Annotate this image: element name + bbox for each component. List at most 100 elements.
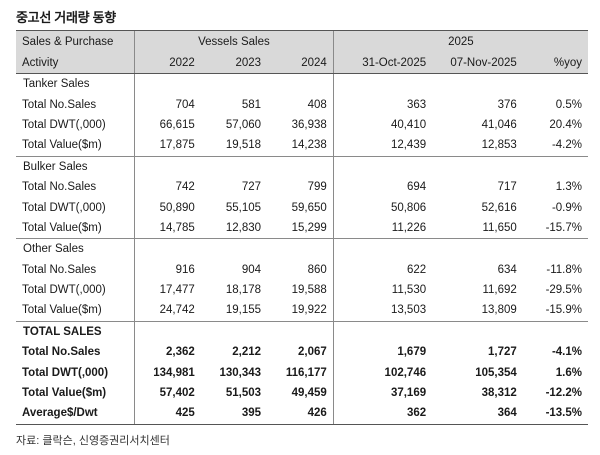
- value-cell: 395: [200, 403, 268, 425]
- value-cell: 17,875: [134, 135, 201, 157]
- value-cell: 24,742: [134, 300, 201, 322]
- value-cell: 19,922: [291, 304, 327, 317]
- value-cell: 38,312: [481, 387, 517, 400]
- value-cell: 581: [241, 98, 262, 111]
- row-label: Total Value($m): [22, 221, 102, 234]
- header-col-2023: 2023: [200, 52, 268, 74]
- value-cell: 57,402: [134, 382, 201, 404]
- row-label: Total No.Sales: [22, 98, 97, 111]
- value-cell: 19,518: [225, 139, 262, 152]
- value-cell: 408: [307, 98, 327, 111]
- value-cell: 1.6%: [555, 366, 582, 379]
- value-cell: 376: [497, 98, 517, 111]
- section-header-row: Bulker Sales: [16, 155, 588, 177]
- empty-cell: [332, 155, 433, 177]
- empty-cell: [522, 155, 588, 177]
- value-cell: 426: [267, 403, 334, 425]
- empty-cell: [332, 238, 433, 260]
- value-cell: 904: [241, 263, 262, 276]
- table-row: Total Value($m) 57,402 51,503 49,459 37,169 3…: [16, 382, 588, 404]
- value-cell: 36,938: [291, 118, 327, 131]
- header-col-07nov2025: 07-Nov-2025: [432, 52, 523, 74]
- table-body: Tanker Sales Total No.Sales 704 581 408 363 37…: [16, 73, 588, 425]
- table-row: Total No.Sales 916 904 860 622 634 -11.8%: [16, 259, 588, 280]
- value-cell: 1,679: [332, 342, 433, 363]
- value-cell: -0.9%: [551, 201, 582, 214]
- value-cell: 19,588: [291, 284, 327, 297]
- section-title: Tanker Sales: [23, 78, 90, 91]
- value-cell: 2,212: [232, 346, 262, 359]
- value-cell: -13.5%: [522, 403, 588, 425]
- header-col-2024: 2024: [267, 52, 334, 74]
- header-sales-purchase: Sales & Purchase: [16, 30, 135, 52]
- value-cell: 860: [307, 263, 327, 276]
- value-cell: 742: [134, 176, 201, 198]
- value-cell: 12,853: [481, 139, 517, 152]
- table-row: Total No.Sales 704 581 408 363 376 0.5%: [16, 94, 588, 115]
- value-cell: 14,238: [291, 139, 327, 152]
- header-row-1: Sales & Purchase Vessels Sales 2025: [16, 30, 588, 52]
- value-cell: 363: [332, 94, 433, 115]
- section-title: TOTAL SALES: [16, 320, 135, 343]
- header-year-2025: 2025: [332, 30, 588, 52]
- section-title: Other Sales: [16, 238, 135, 260]
- section-title: Bulker Sales: [16, 155, 135, 177]
- value-cell: 13,809: [481, 304, 517, 317]
- empty-cell: [332, 73, 433, 95]
- empty-cell: [134, 73, 201, 95]
- empty-cell: [522, 238, 588, 260]
- header-col-2022: 2022: [134, 52, 201, 74]
- value-cell: -15.9%: [545, 304, 582, 317]
- value-cell: 50,890: [134, 197, 201, 218]
- empty-cell: [134, 238, 201, 260]
- value-cell: -15.7%: [545, 221, 582, 234]
- empty-cell: [267, 238, 334, 260]
- table-row: Total Value($m) 24,742 19,155 19,922 13,503 1…: [16, 300, 588, 322]
- empty-cell: [201, 74, 267, 95]
- value-cell: 50,806: [332, 197, 433, 218]
- value-cell: 727: [241, 181, 262, 194]
- header-col-31oct2025: 31-Oct-2025: [332, 52, 433, 74]
- value-cell: 2,067: [298, 346, 327, 359]
- value-cell: 704: [134, 94, 201, 115]
- row-label: Total No.Sales: [22, 263, 97, 276]
- empty-cell: [134, 155, 201, 177]
- empty-cell: [332, 320, 433, 343]
- value-cell: 41,046: [481, 118, 517, 131]
- table-row: Total DWT(,000) 66,615 57,060 36,938 40,410 4…: [16, 114, 588, 136]
- value-cell: 14,785: [134, 217, 201, 239]
- value-cell: 37,169: [332, 382, 433, 404]
- empty-cell: [200, 155, 268, 177]
- value-cell: -4.1%: [551, 346, 582, 359]
- table-row: Total Value($m) 14,785 12,830 15,299 11,226 1…: [16, 217, 588, 239]
- row-label: Total DWT(,000): [22, 284, 106, 297]
- value-cell: 52,616: [481, 201, 517, 214]
- header-activity: Activity: [16, 52, 135, 74]
- value-cell: 11,650: [482, 221, 517, 234]
- section-header-row: Tanker Sales: [16, 73, 588, 95]
- header-col-yoy: %yoy: [522, 52, 588, 74]
- value-cell: 634: [497, 263, 517, 276]
- empty-cell: [267, 155, 334, 177]
- value-cell: -12.2%: [545, 387, 582, 400]
- table-row: Total DWT(,000) 17,477 18,178 19,588 11,530 1…: [16, 279, 588, 301]
- value-cell: 916: [134, 259, 201, 280]
- value-cell: 130,343: [219, 366, 262, 379]
- empty-cell: [267, 74, 333, 95]
- row-label: Total DWT(,000): [22, 201, 106, 214]
- value-cell: 717: [497, 181, 517, 194]
- row-label: Total Value($m): [22, 304, 102, 317]
- value-cell: 18,178: [225, 284, 262, 297]
- table-row: Total No.Sales 2,362 2,212 2,067 1,679 1,727 -…: [16, 342, 588, 363]
- row-label: Total DWT(,000): [22, 118, 106, 131]
- value-cell: 425: [134, 403, 201, 425]
- empty-cell: [134, 320, 201, 343]
- row-label: Total No.Sales: [22, 346, 101, 359]
- value-cell: 1.3%: [555, 181, 582, 194]
- sales-table: Sales & Purchase Vessels Sales 2025 Acti…: [16, 30, 588, 425]
- empty-cell: [522, 320, 588, 343]
- value-cell: 364: [432, 403, 523, 425]
- empty-cell: [200, 320, 268, 343]
- value-cell: 116,177: [285, 366, 327, 379]
- value-cell: 40,410: [332, 114, 433, 136]
